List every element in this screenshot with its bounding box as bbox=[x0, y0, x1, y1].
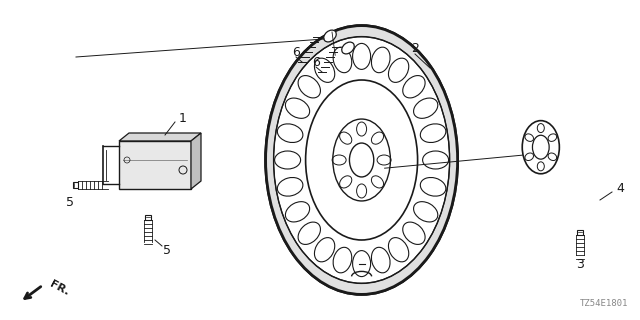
Polygon shape bbox=[119, 133, 201, 141]
Text: 1: 1 bbox=[179, 111, 187, 124]
Ellipse shape bbox=[349, 143, 374, 177]
Text: 5: 5 bbox=[66, 196, 74, 209]
Text: 3: 3 bbox=[576, 259, 584, 271]
Polygon shape bbox=[191, 133, 201, 189]
Text: TZ54E1801: TZ54E1801 bbox=[580, 299, 628, 308]
Ellipse shape bbox=[333, 119, 390, 201]
Text: 4: 4 bbox=[616, 181, 624, 195]
Text: 2: 2 bbox=[411, 42, 419, 54]
Text: 6: 6 bbox=[292, 45, 300, 59]
Ellipse shape bbox=[342, 42, 355, 54]
FancyBboxPatch shape bbox=[119, 141, 191, 189]
FancyBboxPatch shape bbox=[145, 215, 151, 220]
Ellipse shape bbox=[306, 80, 417, 240]
Text: FR.: FR. bbox=[48, 279, 71, 297]
Ellipse shape bbox=[532, 135, 549, 159]
Ellipse shape bbox=[324, 30, 336, 42]
Ellipse shape bbox=[274, 36, 449, 284]
Text: 5: 5 bbox=[163, 244, 171, 257]
FancyBboxPatch shape bbox=[577, 230, 583, 235]
Ellipse shape bbox=[266, 26, 458, 294]
Ellipse shape bbox=[522, 121, 559, 174]
Text: 6: 6 bbox=[312, 55, 320, 68]
FancyBboxPatch shape bbox=[73, 182, 78, 188]
